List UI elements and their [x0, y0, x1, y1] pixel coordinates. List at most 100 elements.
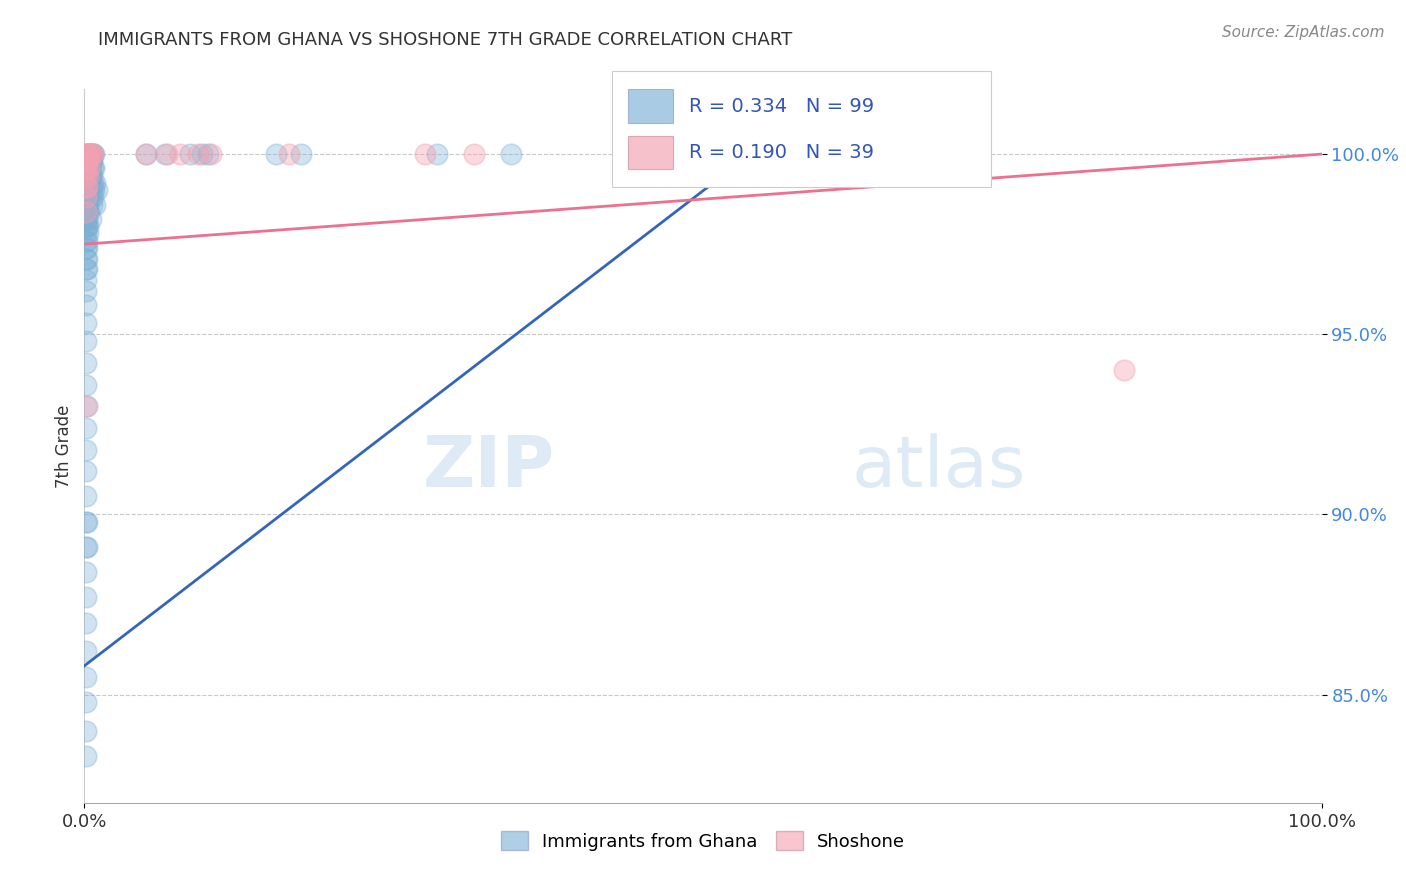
- Point: [77, 161, 100, 176]
- Point: [77, 154, 100, 169]
- Point: [82, 147, 104, 161]
- Point: [79, 204, 101, 219]
- Point: [187, 147, 209, 161]
- Text: ZIP: ZIP: [422, 433, 554, 502]
- Point: [79, 147, 101, 161]
- Point: [75, 490, 97, 504]
- Point: [75, 262, 97, 277]
- Point: [76, 252, 98, 266]
- Point: [75, 748, 97, 763]
- Point: [79, 147, 101, 161]
- Point: [76, 147, 98, 161]
- Point: [77, 183, 100, 197]
- Point: [75, 204, 97, 219]
- Point: [79, 190, 101, 204]
- Point: [290, 147, 312, 161]
- Point: [501, 147, 523, 161]
- Point: [76, 515, 98, 529]
- Point: [80, 154, 103, 169]
- Point: [82, 147, 104, 161]
- Text: R = 0.334   N = 99: R = 0.334 N = 99: [689, 96, 875, 116]
- Point: [79, 147, 101, 161]
- Point: [79, 154, 101, 169]
- Point: [75, 197, 97, 211]
- Point: [463, 147, 485, 161]
- Point: [264, 147, 287, 161]
- Point: [84, 176, 107, 190]
- Point: [75, 169, 97, 183]
- Point: [426, 147, 449, 161]
- Point: [75, 442, 97, 457]
- Point: [75, 154, 97, 169]
- Point: [75, 284, 97, 298]
- Point: [76, 204, 98, 219]
- Point: [75, 334, 97, 349]
- Point: [277, 147, 299, 161]
- Point: [200, 147, 222, 161]
- Point: [76, 219, 98, 234]
- Point: [83, 161, 105, 176]
- Point: [79, 176, 101, 190]
- Point: [77, 169, 100, 183]
- Point: [76, 400, 98, 414]
- Point: [80, 147, 103, 161]
- Point: [821, 147, 844, 161]
- Point: [76, 154, 98, 169]
- Point: [75, 377, 97, 392]
- Point: [75, 147, 97, 161]
- Point: [179, 147, 201, 161]
- Point: [75, 591, 97, 605]
- Point: [77, 176, 100, 190]
- Point: [75, 644, 97, 658]
- Point: [76, 197, 98, 211]
- Legend: Immigrants from Ghana, Shoshone: Immigrants from Ghana, Shoshone: [494, 824, 912, 858]
- Point: [636, 147, 658, 161]
- Point: [79, 161, 101, 176]
- Point: [82, 161, 104, 176]
- Point: [80, 147, 103, 161]
- Point: [75, 464, 97, 478]
- Point: [75, 204, 97, 219]
- Point: [79, 211, 101, 226]
- Point: [79, 183, 101, 197]
- Point: [79, 176, 101, 190]
- Text: R = 0.190   N = 39: R = 0.190 N = 39: [689, 143, 875, 162]
- Point: [79, 169, 101, 183]
- Point: [77, 169, 100, 183]
- Text: Source: ZipAtlas.com: Source: ZipAtlas.com: [1222, 25, 1385, 40]
- Text: IMMIGRANTS FROM GHANA VS SHOSHONE 7TH GRADE CORRELATION CHART: IMMIGRANTS FROM GHANA VS SHOSHONE 7TH GR…: [98, 31, 793, 49]
- Point: [76, 154, 98, 169]
- Point: [75, 183, 97, 197]
- Text: atlas: atlas: [852, 433, 1026, 502]
- Point: [77, 190, 100, 204]
- Point: [135, 147, 157, 161]
- Point: [75, 227, 97, 241]
- Point: [80, 183, 103, 197]
- Point: [76, 540, 98, 554]
- Point: [75, 421, 97, 435]
- Point: [75, 273, 97, 287]
- Point: [80, 197, 103, 211]
- Y-axis label: 7th Grade: 7th Grade: [55, 404, 73, 488]
- Point: [77, 197, 100, 211]
- Point: [79, 154, 101, 169]
- Point: [1112, 363, 1135, 377]
- Point: [75, 670, 97, 684]
- Point: [135, 147, 157, 161]
- Point: [76, 161, 98, 176]
- Point: [75, 154, 97, 169]
- Point: [76, 147, 98, 161]
- Point: [75, 190, 97, 204]
- Point: [76, 176, 98, 190]
- Point: [77, 219, 100, 234]
- Point: [75, 176, 97, 190]
- Point: [86, 183, 108, 197]
- Point: [79, 147, 101, 161]
- Point: [75, 540, 97, 554]
- Point: [79, 161, 101, 176]
- Point: [413, 147, 436, 161]
- Point: [75, 234, 97, 248]
- Point: [76, 234, 98, 248]
- Point: [75, 252, 97, 266]
- Point: [80, 169, 103, 183]
